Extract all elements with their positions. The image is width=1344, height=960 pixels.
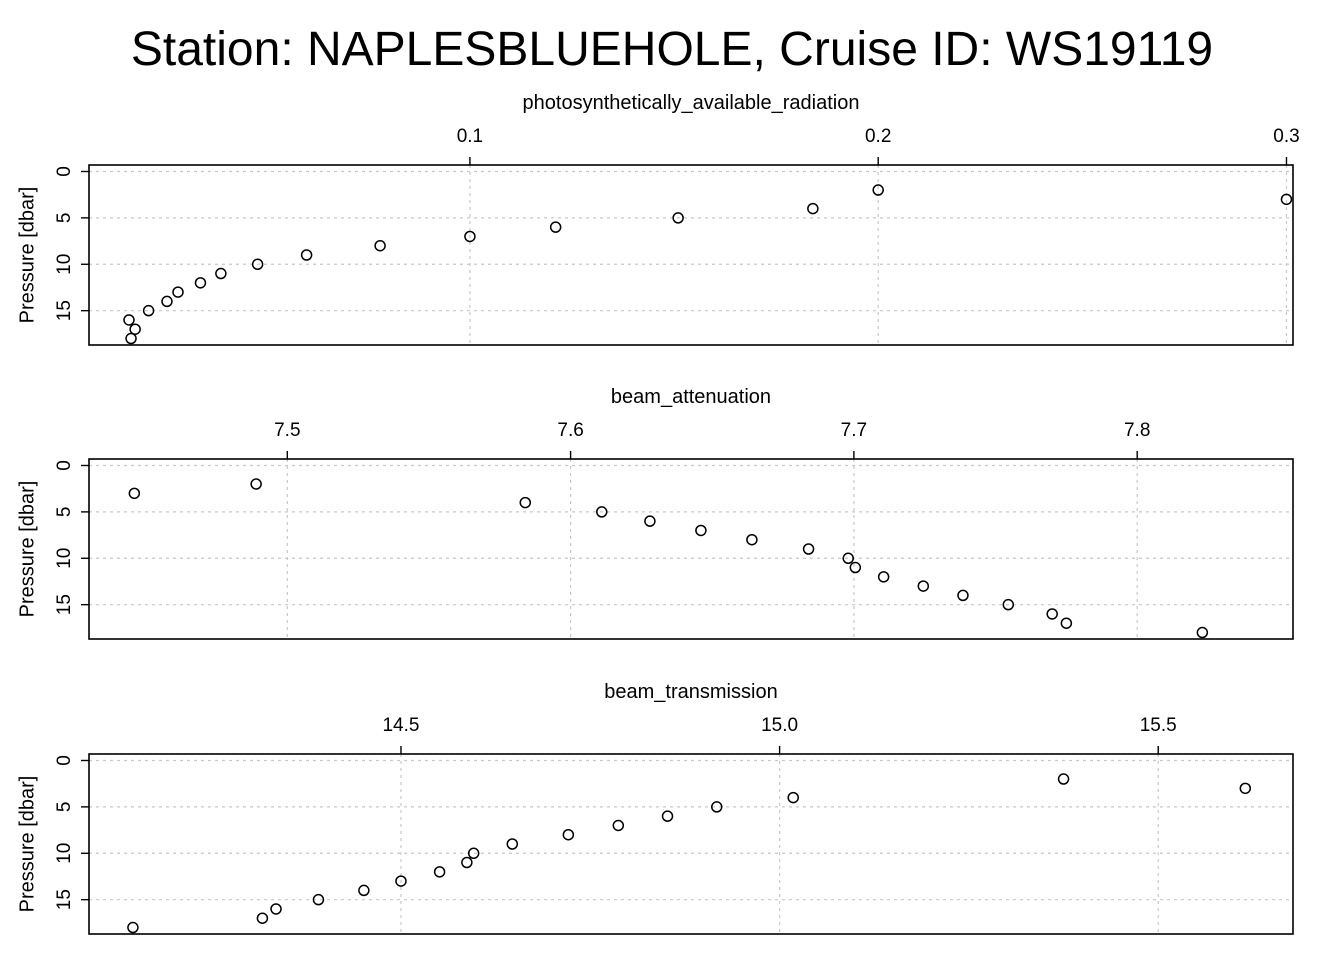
data-point [125, 332, 137, 345]
data-point [123, 314, 135, 326]
data-point [842, 552, 854, 565]
data-point [746, 533, 758, 546]
panel-1: 0.1 0.2 0.3 0 5 10 15 photosynthetically_availa… [16, 92, 1300, 346]
data-point [374, 239, 386, 252]
y-tick-label: 0 [54, 460, 75, 471]
data-point [1239, 782, 1252, 795]
y-tick-label: 5 [54, 213, 75, 224]
data-point [395, 875, 407, 887]
y-tick-label: 15 [54, 889, 75, 910]
data-point [172, 286, 184, 298]
y-axis-label: Pressure [dbar] [16, 481, 38, 618]
data-point [464, 230, 476, 243]
data-point [461, 856, 473, 869]
plot-frame [88, 164, 1294, 346]
data-point [270, 903, 282, 915]
x-tick-label: 0.1 [457, 126, 483, 147]
y-tick-label: 5 [54, 507, 75, 518]
data-point [250, 478, 262, 490]
data-point [161, 295, 173, 308]
y-tick-label: 10 [54, 254, 75, 275]
y-tick-label: 15 [54, 300, 75, 321]
x-tick-label: 7.7 [841, 420, 867, 441]
y-tick-label: 10 [54, 843, 75, 864]
x-tick-label: 15.5 [1140, 715, 1177, 736]
data-point [1046, 608, 1058, 620]
x-tick-label: 14.5 [382, 715, 419, 736]
data-point [358, 884, 370, 897]
data-point [519, 496, 532, 509]
data-point [549, 221, 562, 233]
data-point [433, 866, 446, 878]
x-tick-label: 0.2 [865, 126, 891, 147]
data-point [917, 580, 930, 592]
data-point [695, 524, 707, 537]
y-tick-label: 0 [54, 166, 75, 177]
data-point [644, 515, 656, 527]
data-point [672, 212, 684, 224]
x-tick-label: 7.5 [274, 420, 300, 441]
data-point [596, 506, 608, 518]
y-tick-label: 5 [54, 802, 75, 813]
y-tick-label: 15 [54, 594, 75, 615]
data-point [1060, 617, 1073, 629]
y-tick-label: 10 [54, 548, 75, 569]
data-point [957, 589, 969, 602]
data-point [710, 801, 723, 813]
data-point [312, 893, 325, 906]
data-point [612, 819, 625, 832]
data-point [802, 543, 815, 555]
data-point [506, 838, 519, 850]
data-point [215, 267, 227, 280]
y-tick-label: 0 [54, 755, 75, 766]
data-point [256, 912, 269, 924]
data-point [562, 828, 575, 841]
data-point [129, 323, 141, 335]
x-tick-label: 0.3 [1273, 126, 1299, 147]
data-point [849, 561, 862, 574]
data-point [1057, 773, 1070, 785]
data-point [300, 249, 313, 261]
data-point [194, 277, 207, 289]
data-point [1280, 193, 1293, 206]
data-point [787, 791, 799, 804]
plot-frame [88, 458, 1294, 640]
x-tick-label: 15.0 [761, 715, 798, 736]
y-axis-label: Pressure [dbar] [16, 187, 38, 324]
data-point [1002, 598, 1015, 611]
panel-2: 7.5 7.6 7.7 7.8 0 5 10 15 beam_attenuation Pressu… [16, 386, 1294, 640]
data-point [127, 921, 139, 934]
data-point [661, 810, 674, 822]
page-title: Station: NAPLESBLUEHOLE, Cruise ID: WS19… [130, 23, 1214, 76]
data-point [251, 258, 264, 271]
plot-frame [88, 753, 1294, 935]
data-point [1196, 626, 1209, 639]
data-point [807, 202, 819, 215]
y-axis-label: Pressure [dbar] [16, 776, 38, 913]
data-point [872, 184, 884, 196]
x-tick-label: 7.8 [1124, 420, 1150, 441]
data-point [877, 571, 890, 583]
panel-3: 14.5 15.0 15.5 0 5 10 15 beam_transmission Press… [16, 681, 1294, 935]
x-tick-label: 7.6 [557, 420, 583, 441]
data-point [142, 304, 155, 317]
x-axis-label: beam_attenuation [611, 386, 771, 408]
x-axis-label: beam_transmission [604, 681, 777, 703]
x-axis-label: photosynthetically_available_radiation [523, 92, 860, 114]
data-point [128, 487, 141, 500]
data-point [467, 847, 480, 860]
